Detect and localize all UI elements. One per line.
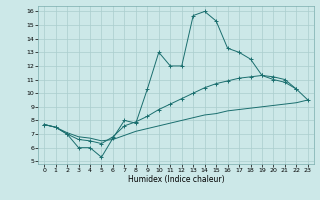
X-axis label: Humidex (Indice chaleur): Humidex (Indice chaleur): [128, 175, 224, 184]
